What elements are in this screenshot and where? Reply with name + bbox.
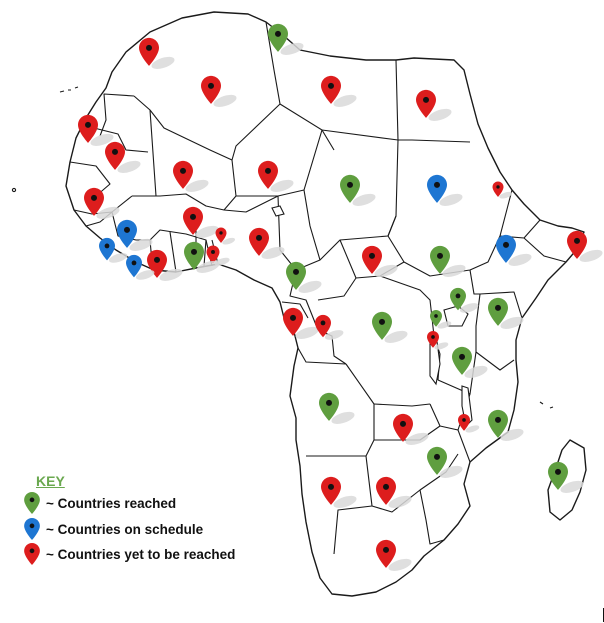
map-pin-on-schedule — [427, 174, 463, 206]
key-label-yet-to-be-reached: ~ Countries yet to be reached — [46, 546, 236, 562]
map-pin-reached — [450, 287, 479, 313]
map-pin-yet-to-be-reached — [78, 114, 114, 146]
map-pin-yet-to-be-reached — [362, 245, 398, 277]
key-title: KEY — [36, 473, 65, 489]
map-pin-reached — [340, 174, 376, 206]
key-label-reached: ~ Countries reached — [46, 495, 177, 511]
map-pin-yet-to-be-reached — [458, 413, 480, 433]
map-pin-yet-to-be-reached — [84, 187, 120, 219]
map-key: KEY ~ Countries reached ~ Countries on s… — [12, 470, 288, 580]
map-pin-yet-to-be-reached — [376, 539, 412, 571]
map-pin-reached — [286, 261, 322, 293]
key-item-on-schedule: ~ Countries on schedule — [24, 518, 203, 540]
map-pin-yet-to-be-reached — [249, 227, 285, 259]
map-pin-reached — [427, 446, 463, 478]
map-pin-reached — [488, 297, 524, 329]
lake-chad — [271, 205, 285, 217]
map-pin-reached — [372, 311, 408, 343]
map-pin-yet-to-be-reached — [376, 476, 412, 508]
map-pin-yet-to-be-reached — [393, 413, 429, 445]
map-pin-yet-to-be-reached — [321, 476, 357, 508]
key-item-reached: ~ Countries reached — [24, 492, 176, 514]
map-pin-yet-to-be-reached — [201, 75, 237, 107]
map-pin-yet-to-be-reached — [105, 141, 141, 173]
map-pin-reached — [430, 309, 452, 329]
map-pin-yet-to-be-reached — [567, 230, 603, 262]
map-pins — [78, 23, 603, 571]
map-pin-yet-to-be-reached — [183, 206, 219, 238]
map-pin-yet-to-be-reached — [173, 160, 209, 192]
map-pin-yet-to-be-reached — [258, 160, 294, 192]
map-pin-reached — [430, 245, 466, 277]
map-pin-yet-to-be-reached — [427, 330, 449, 350]
map-pin-yet-to-be-reached — [215, 227, 236, 245]
comoros — [539, 401, 554, 409]
map-pin-on-schedule — [126, 254, 155, 280]
map-pin-yet-to-be-reached — [315, 314, 344, 340]
map-pin-yet-to-be-reached — [283, 307, 319, 339]
map-pin-reached — [184, 241, 220, 273]
map-pin-yet-to-be-reached — [321, 75, 357, 107]
map-pin-reached — [268, 23, 304, 55]
map-pin-icon — [24, 492, 40, 514]
map-pin-reached — [452, 346, 488, 378]
map-pin-on-schedule — [117, 219, 153, 251]
cape-verde — [11, 187, 17, 193]
key-label-on-schedule: ~ Countries on schedule — [46, 521, 204, 537]
canary-islands — [59, 86, 79, 93]
map-pin-reached — [548, 461, 584, 493]
map-pin-reached — [488, 409, 524, 441]
key-item-yet-to-be-reached: ~ Countries yet to be reached — [24, 543, 235, 565]
map-pin-on-schedule — [99, 237, 128, 263]
country-borders — [69, 21, 567, 555]
map-pin-on-schedule — [496, 234, 532, 266]
map-pin-yet-to-be-reached — [139, 37, 175, 69]
map-pin-reached — [319, 392, 355, 424]
map-pin-yet-to-be-reached — [492, 181, 513, 199]
map-pin-icon — [24, 543, 40, 565]
map-pin-yet-to-be-reached — [416, 89, 452, 121]
map-pin-icon — [24, 518, 40, 540]
